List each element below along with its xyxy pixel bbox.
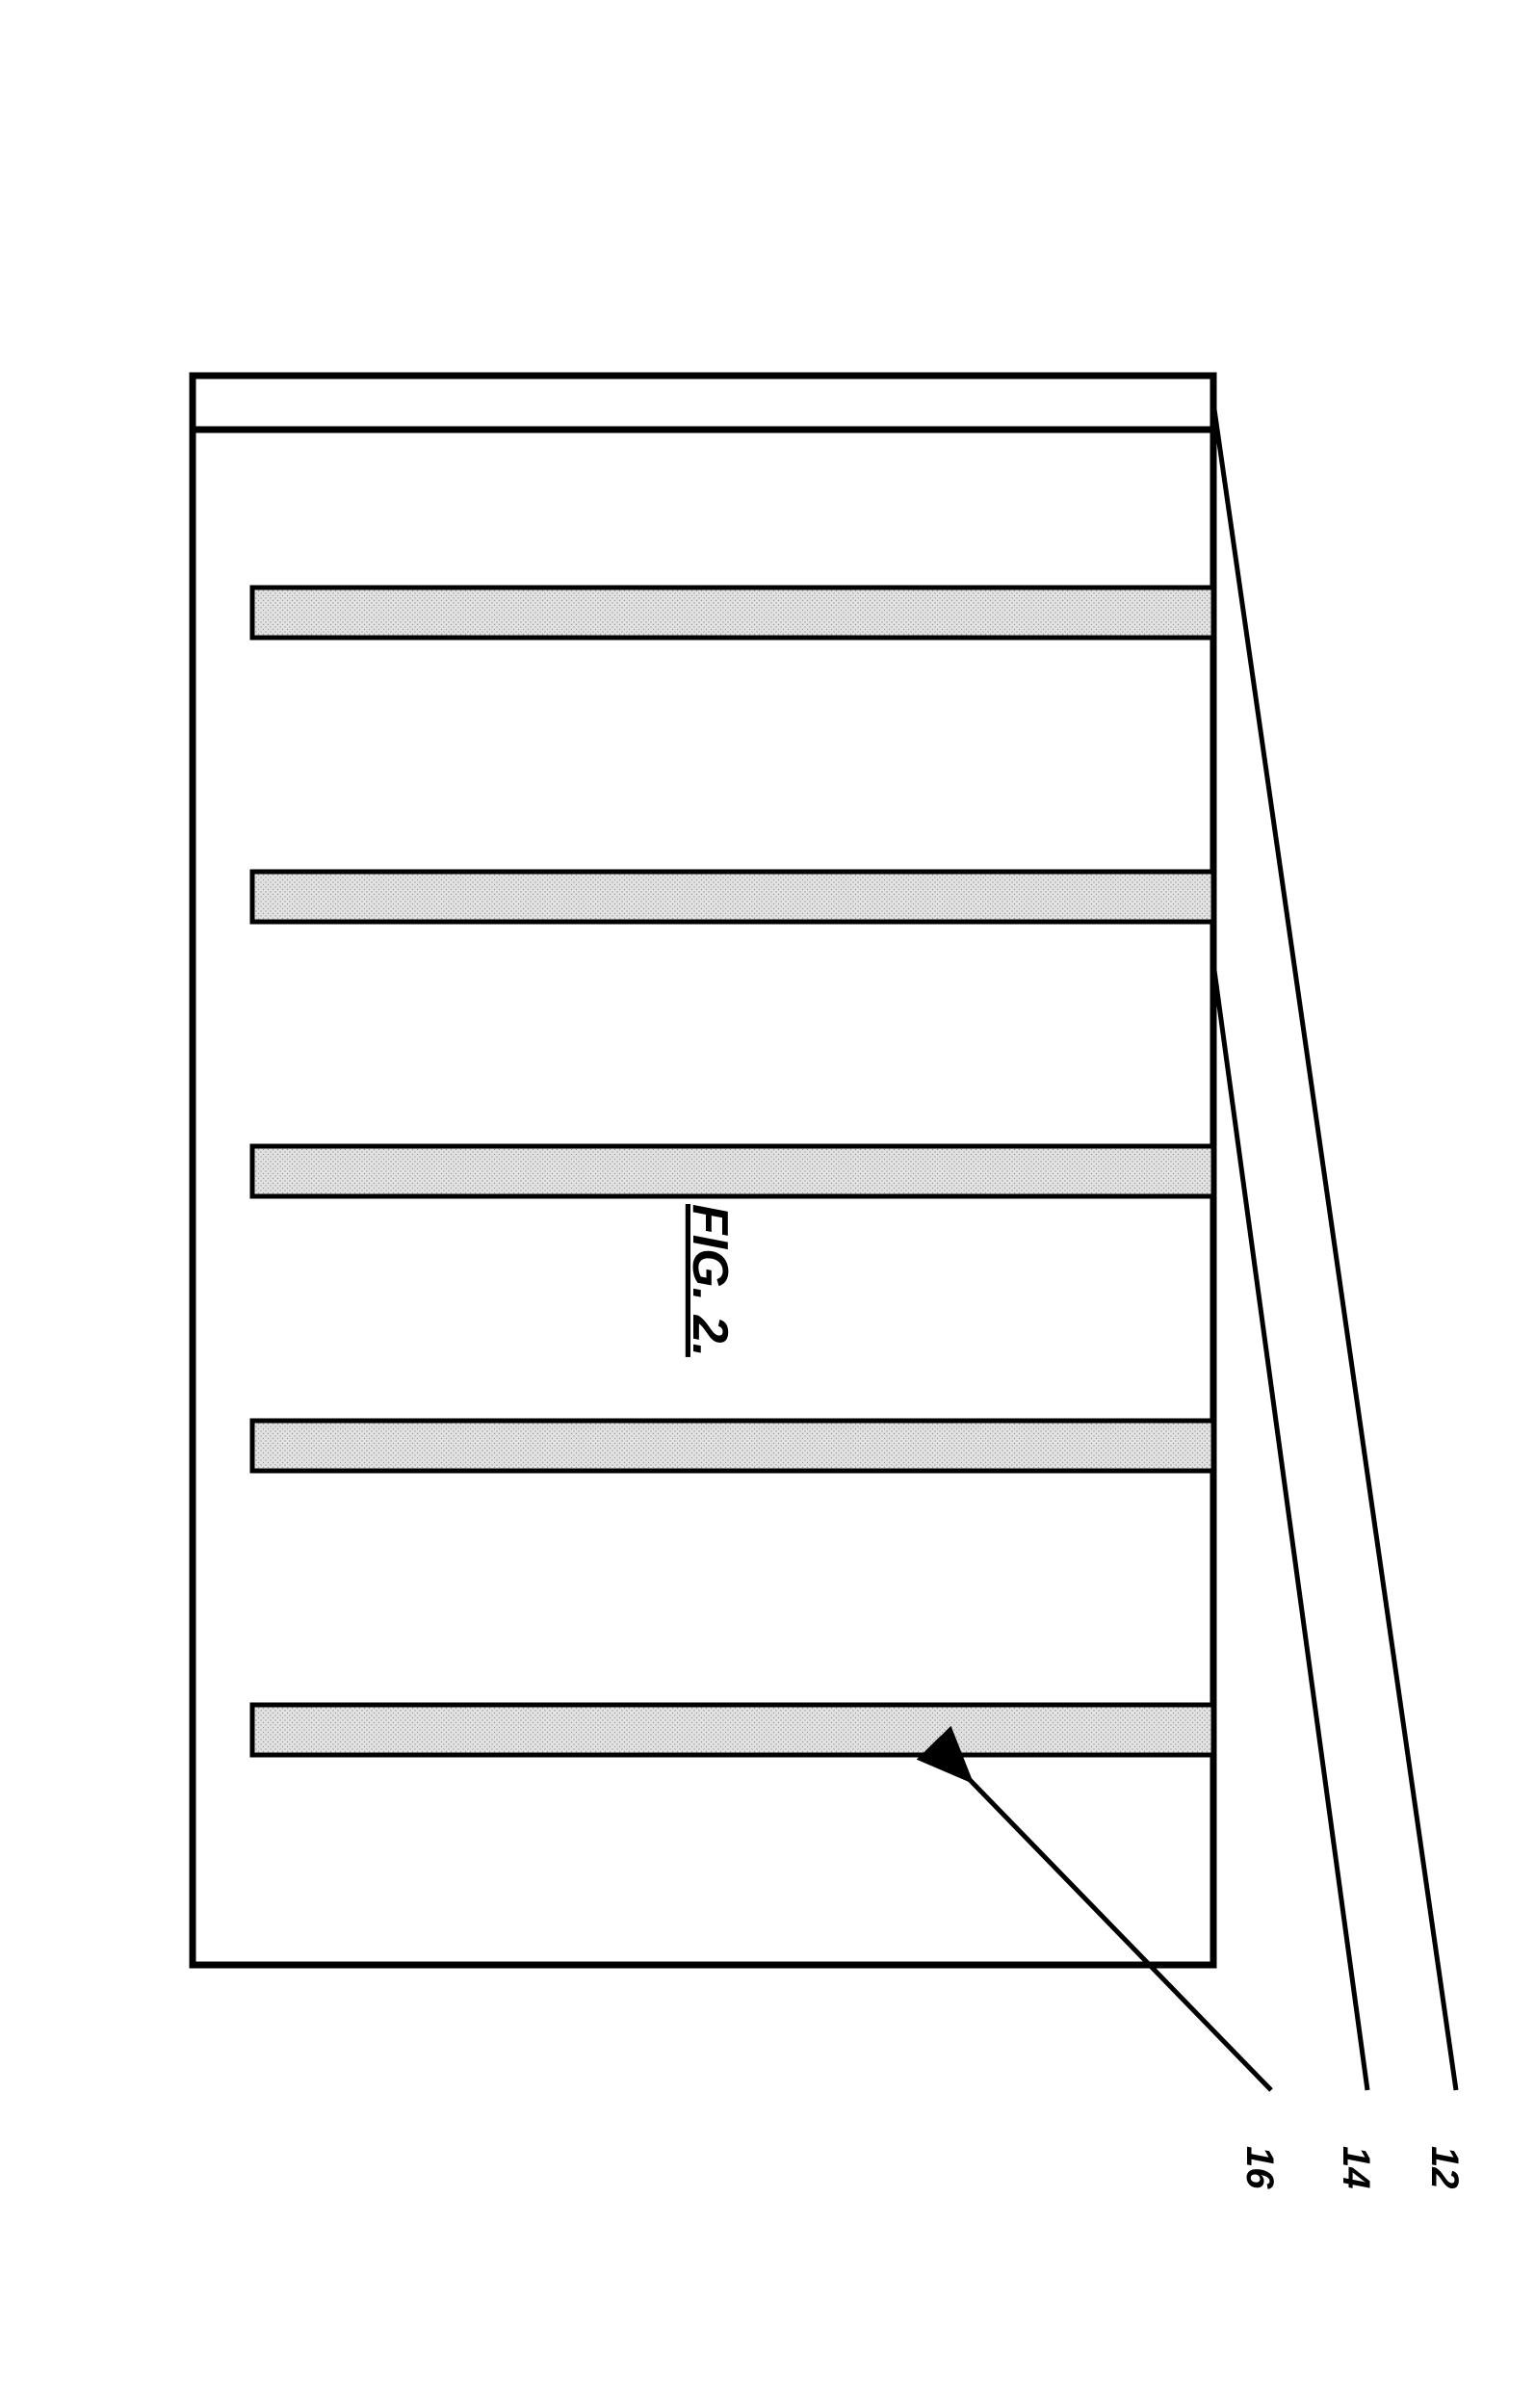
pattern-bar [252,1146,1213,1196]
substrate-layer [193,376,1213,430]
leader-label-16: 16 [1238,2146,1281,2189]
leader-label-14: 14 [1335,2146,1377,2189]
leader-line-14 [1213,963,1367,2090]
pattern-bar [252,588,1213,638]
leader-label-12: 12 [1423,2146,1466,2189]
pattern-bar [252,1705,1213,1755]
diagram-canvas: 16 14 12 FIG. 2. [0,0,1535,2408]
pattern-bar [252,872,1213,922]
pattern-bar [252,1421,1213,1471]
figure-caption: FIG. 2. [682,1204,738,1357]
